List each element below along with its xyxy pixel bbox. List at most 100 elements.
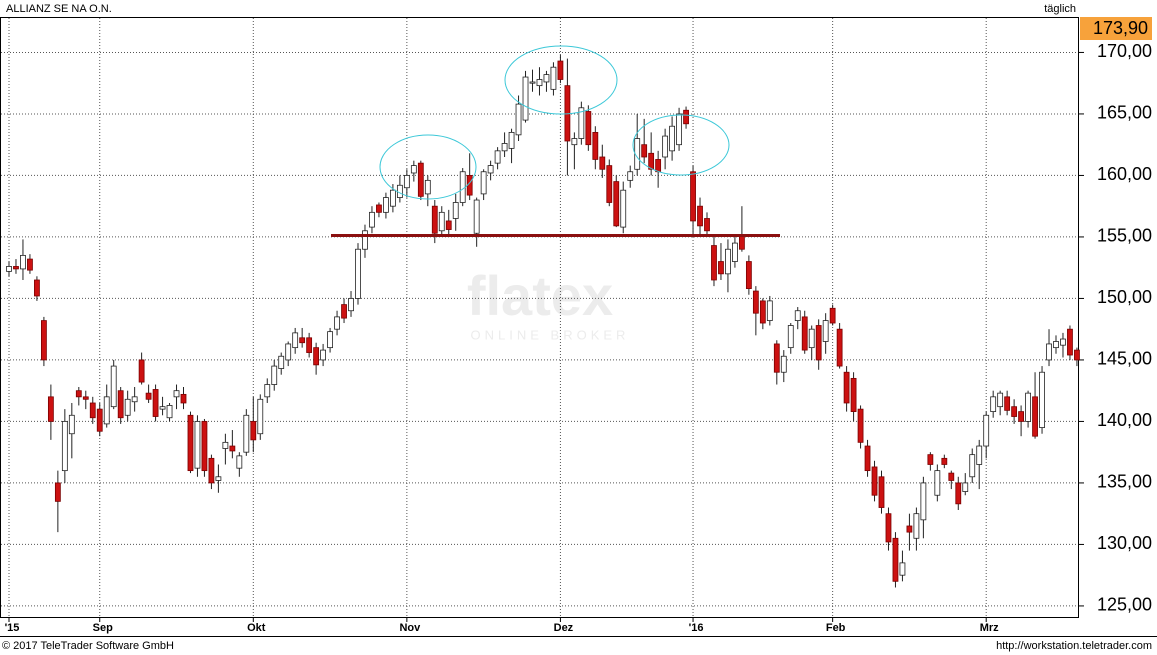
candle-body bbox=[732, 242, 738, 262]
candle-body bbox=[117, 390, 124, 419]
candle-body bbox=[187, 414, 194, 472]
y-tick-label: 145,00 bbox=[1097, 349, 1152, 369]
candle-body bbox=[1039, 371, 1045, 428]
candle-body bbox=[606, 165, 613, 203]
candle-body bbox=[96, 408, 103, 432]
candle-body bbox=[201, 421, 208, 472]
candle-body bbox=[515, 103, 522, 136]
candle-body bbox=[780, 355, 787, 373]
candle-body bbox=[522, 76, 529, 121]
candle-body bbox=[222, 441, 229, 449]
candle-body bbox=[1011, 406, 1018, 417]
candle-body bbox=[410, 165, 417, 174]
candle-body bbox=[906, 525, 913, 533]
watermark-sub: ONLINE BROKER bbox=[471, 327, 630, 342]
candle-body bbox=[962, 482, 969, 492]
candle-body bbox=[278, 355, 285, 369]
candle-body bbox=[934, 470, 941, 496]
candle-body bbox=[815, 325, 822, 361]
candle-body bbox=[138, 359, 145, 383]
candle-body bbox=[41, 320, 47, 361]
candle-body bbox=[676, 113, 682, 146]
candle-body bbox=[857, 408, 864, 443]
candle-body bbox=[494, 150, 501, 164]
candle-body bbox=[473, 199, 480, 234]
candle-body bbox=[599, 156, 606, 170]
candle-body bbox=[54, 482, 61, 502]
candle-body bbox=[75, 390, 82, 398]
candle-body bbox=[1060, 338, 1066, 346]
candle-body bbox=[641, 144, 648, 158]
candle-body bbox=[431, 205, 438, 234]
candle-body bbox=[801, 316, 808, 351]
url: http://workstation.teletrader.com bbox=[996, 640, 1152, 652]
candle-body bbox=[313, 347, 320, 366]
candle-body bbox=[341, 304, 347, 319]
candle-body bbox=[892, 537, 899, 582]
candle-body bbox=[487, 165, 494, 174]
candle-body bbox=[131, 396, 138, 403]
interval: täglich bbox=[1044, 3, 1076, 15]
candle-body bbox=[1067, 328, 1073, 356]
candle-body bbox=[878, 476, 885, 508]
candle-body bbox=[766, 300, 773, 321]
candle-body bbox=[1032, 396, 1038, 437]
candle-body bbox=[1074, 349, 1080, 361]
candle-body bbox=[585, 111, 592, 146]
x-tick-label: Nov bbox=[399, 622, 421, 634]
plot-frame bbox=[0, 17, 1079, 618]
candle-body bbox=[396, 184, 403, 198]
candle-body bbox=[403, 175, 410, 189]
candle-body bbox=[82, 396, 89, 400]
candle-body bbox=[285, 343, 292, 361]
candle-body bbox=[864, 445, 871, 472]
candle-body bbox=[13, 266, 19, 270]
candle-body bbox=[264, 384, 271, 398]
head bbox=[504, 45, 618, 115]
candle-body bbox=[1053, 341, 1059, 349]
x-tick-label: Okt bbox=[247, 622, 266, 634]
candle-body bbox=[927, 454, 934, 465]
candle-body bbox=[529, 81, 536, 84]
x-tick-label: '15 bbox=[5, 622, 20, 634]
candle-body bbox=[438, 211, 445, 232]
candle-body bbox=[47, 396, 54, 422]
candle-body bbox=[662, 135, 669, 158]
candle-body bbox=[355, 248, 361, 299]
candle-body bbox=[306, 337, 313, 353]
candle-body bbox=[34, 279, 40, 297]
candle-body bbox=[27, 258, 33, 271]
candle-body bbox=[773, 343, 780, 373]
candle-body bbox=[194, 421, 201, 469]
candle-body bbox=[822, 320, 829, 342]
candle-body bbox=[655, 159, 662, 173]
candle-body bbox=[704, 218, 710, 232]
candle-body bbox=[745, 261, 752, 289]
candle-body bbox=[166, 405, 173, 419]
candle-body bbox=[836, 328, 843, 367]
candle-body bbox=[459, 171, 466, 203]
candle-body bbox=[697, 205, 703, 227]
candle-body bbox=[145, 392, 152, 400]
candle-body bbox=[899, 562, 906, 576]
candle-body bbox=[173, 390, 180, 398]
candle-body bbox=[871, 466, 878, 496]
candle-body bbox=[627, 171, 634, 181]
candle-body bbox=[480, 171, 487, 195]
candle-body bbox=[578, 107, 585, 139]
y-tick-label: 160,00 bbox=[1097, 164, 1152, 184]
candle-body bbox=[557, 60, 564, 80]
candle-body bbox=[229, 445, 236, 452]
x-tick-label: '16 bbox=[689, 622, 704, 634]
candle-body bbox=[1004, 396, 1011, 411]
candle-body bbox=[334, 316, 340, 330]
watermark: flatex bbox=[467, 264, 613, 327]
candle-body bbox=[808, 328, 815, 349]
candle-body bbox=[592, 131, 599, 160]
candle-body bbox=[327, 331, 333, 349]
candle-body bbox=[508, 131, 515, 149]
candle-body bbox=[424, 179, 431, 195]
candle-body bbox=[159, 406, 166, 410]
candle-body bbox=[850, 377, 857, 412]
candle-body bbox=[787, 325, 794, 349]
